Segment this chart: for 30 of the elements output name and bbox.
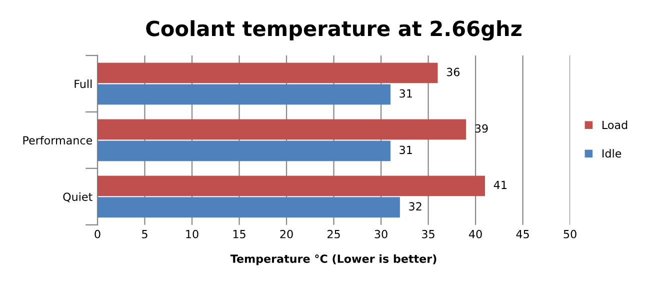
- x-tick-label: 10: [186, 230, 198, 238]
- x-tick-label: 50: [564, 230, 576, 238]
- data-label: 41: [494, 180, 506, 189]
- x-tick-label: 15: [233, 230, 246, 238]
- data-label: 39: [475, 124, 488, 133]
- bar: [98, 84, 390, 105]
- bar: [98, 197, 400, 218]
- x-tick-label: 30: [374, 230, 388, 238]
- chart-title: Coolant temperature at 2.66ghz: [146, 20, 522, 41]
- data-label: 32: [409, 202, 422, 211]
- x-tick-label: 35: [422, 230, 434, 238]
- x-tick-label: 45: [516, 230, 529, 238]
- x-tick-label: 0: [94, 230, 100, 238]
- bar: [98, 119, 466, 140]
- data-label: 31: [400, 146, 412, 154]
- legend-label: Load: [602, 120, 628, 130]
- y-tick-label: Performance: [23, 136, 92, 145]
- bar: [98, 140, 390, 162]
- x-tick-label: 20: [280, 230, 293, 238]
- y-tick-label: Quiet: [63, 192, 92, 202]
- legend-label: Idle: [602, 149, 622, 158]
- bar: [98, 176, 485, 196]
- x-tick-label: 40: [469, 230, 482, 238]
- data-label: 31: [400, 89, 412, 98]
- bar: [98, 62, 438, 84]
- data-label: 36: [446, 68, 460, 76]
- x-tick-label: 5: [142, 230, 148, 238]
- x-tick-label: 25: [328, 230, 340, 238]
- y-tick-label: Full: [74, 79, 92, 88]
- x-axis-title: Temperature °C (Lower is better): [230, 254, 436, 266]
